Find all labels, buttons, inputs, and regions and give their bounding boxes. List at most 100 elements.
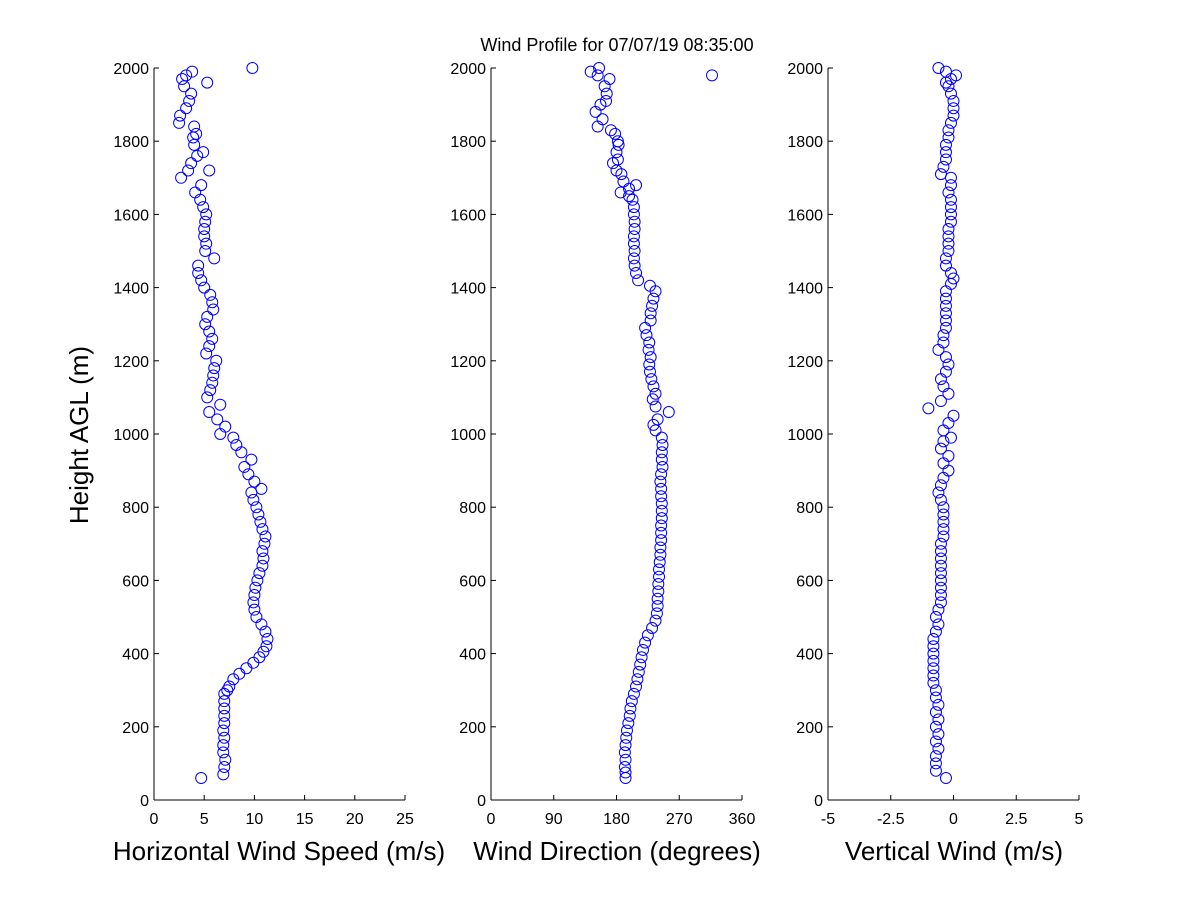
data-point [214,398,227,411]
data-point [250,501,263,514]
data-point [217,768,230,781]
data-point [939,153,952,166]
data-point [655,512,668,525]
data-point [240,662,253,675]
data-point [934,559,947,572]
data-point [198,281,211,294]
data-point [199,245,212,257]
data-point [939,772,952,785]
data-point [245,453,258,466]
data-point [249,581,262,594]
data-point [937,457,950,470]
y-tick-label: 1200 [787,354,823,371]
data-point [654,548,667,561]
data-point [939,307,952,320]
data-point [174,109,187,122]
data-point [653,563,666,576]
data-point [942,80,955,93]
data-point [649,614,662,627]
data-point [947,109,960,122]
data-point [180,102,193,115]
y-tick-label: 1600 [113,207,149,224]
data-point [620,731,633,744]
data-point [218,717,231,730]
data-point [235,446,248,459]
data-point [214,428,227,440]
data-point [652,578,665,591]
data-point [603,72,616,85]
data-point [619,753,632,766]
data-point [607,157,620,170]
data-point [655,468,668,481]
data-point [245,486,258,499]
data-point [227,431,240,444]
y-tick-label: 400 [459,647,486,664]
data-point [942,230,955,243]
data-point [624,702,637,715]
data-point [604,124,617,137]
x-tick-label: -2.5 [877,811,905,828]
data-point [210,354,223,367]
data-point [655,446,668,459]
data-point [218,695,231,708]
data-point [942,131,955,144]
data-point [192,259,205,272]
data-point [944,116,957,129]
data-point [623,190,636,203]
data-point [600,87,613,100]
data-point [932,713,945,726]
data-point [654,475,667,488]
y-tick-label: 1400 [113,281,149,298]
data-point [203,406,216,419]
data-point [942,245,955,257]
data-point [934,567,947,580]
data-point [623,709,636,722]
x-tick-label: -5 [821,811,835,828]
data-point [593,62,606,74]
y-tick-label: 2000 [113,61,149,78]
data-point [939,314,952,327]
data-point [248,589,261,602]
y-tick-label: 1200 [450,354,486,371]
data-point [937,530,950,543]
data-point [942,186,955,199]
x-tick-label: 0 [487,811,496,828]
data-point [944,208,957,221]
data-point [194,193,207,206]
data-point [651,413,664,426]
data-point [929,691,942,704]
data-point [932,698,945,711]
x-tick-label: 90 [545,811,563,828]
x-tick-label: 0 [150,811,159,828]
data-point [186,65,199,78]
data-point [934,589,947,602]
data-point [939,285,952,298]
data-point [207,369,220,382]
y-tick-label: 0 [140,793,149,810]
data-point [934,581,947,594]
data-point [176,72,189,85]
data-point [195,179,208,192]
data-point [934,395,947,408]
data-point [934,442,947,455]
data-point [630,266,643,279]
data-point [627,201,640,214]
data-point [211,413,224,426]
data-point [251,574,264,587]
y-tick-label: 1800 [787,134,823,151]
data-point [642,343,655,356]
data-point [175,171,188,184]
y-tick-label: 1400 [450,281,486,298]
data-point [622,717,635,730]
data-point [937,424,950,437]
data-point [218,731,231,744]
data-point [218,761,231,774]
data-point [942,358,955,371]
data-point [208,252,221,265]
data-point [253,567,266,580]
y-tick-label: 800 [459,500,486,517]
y-tick-label: 800 [796,500,823,517]
data-point [206,296,219,309]
data-point [198,223,211,236]
data-point [656,460,669,473]
